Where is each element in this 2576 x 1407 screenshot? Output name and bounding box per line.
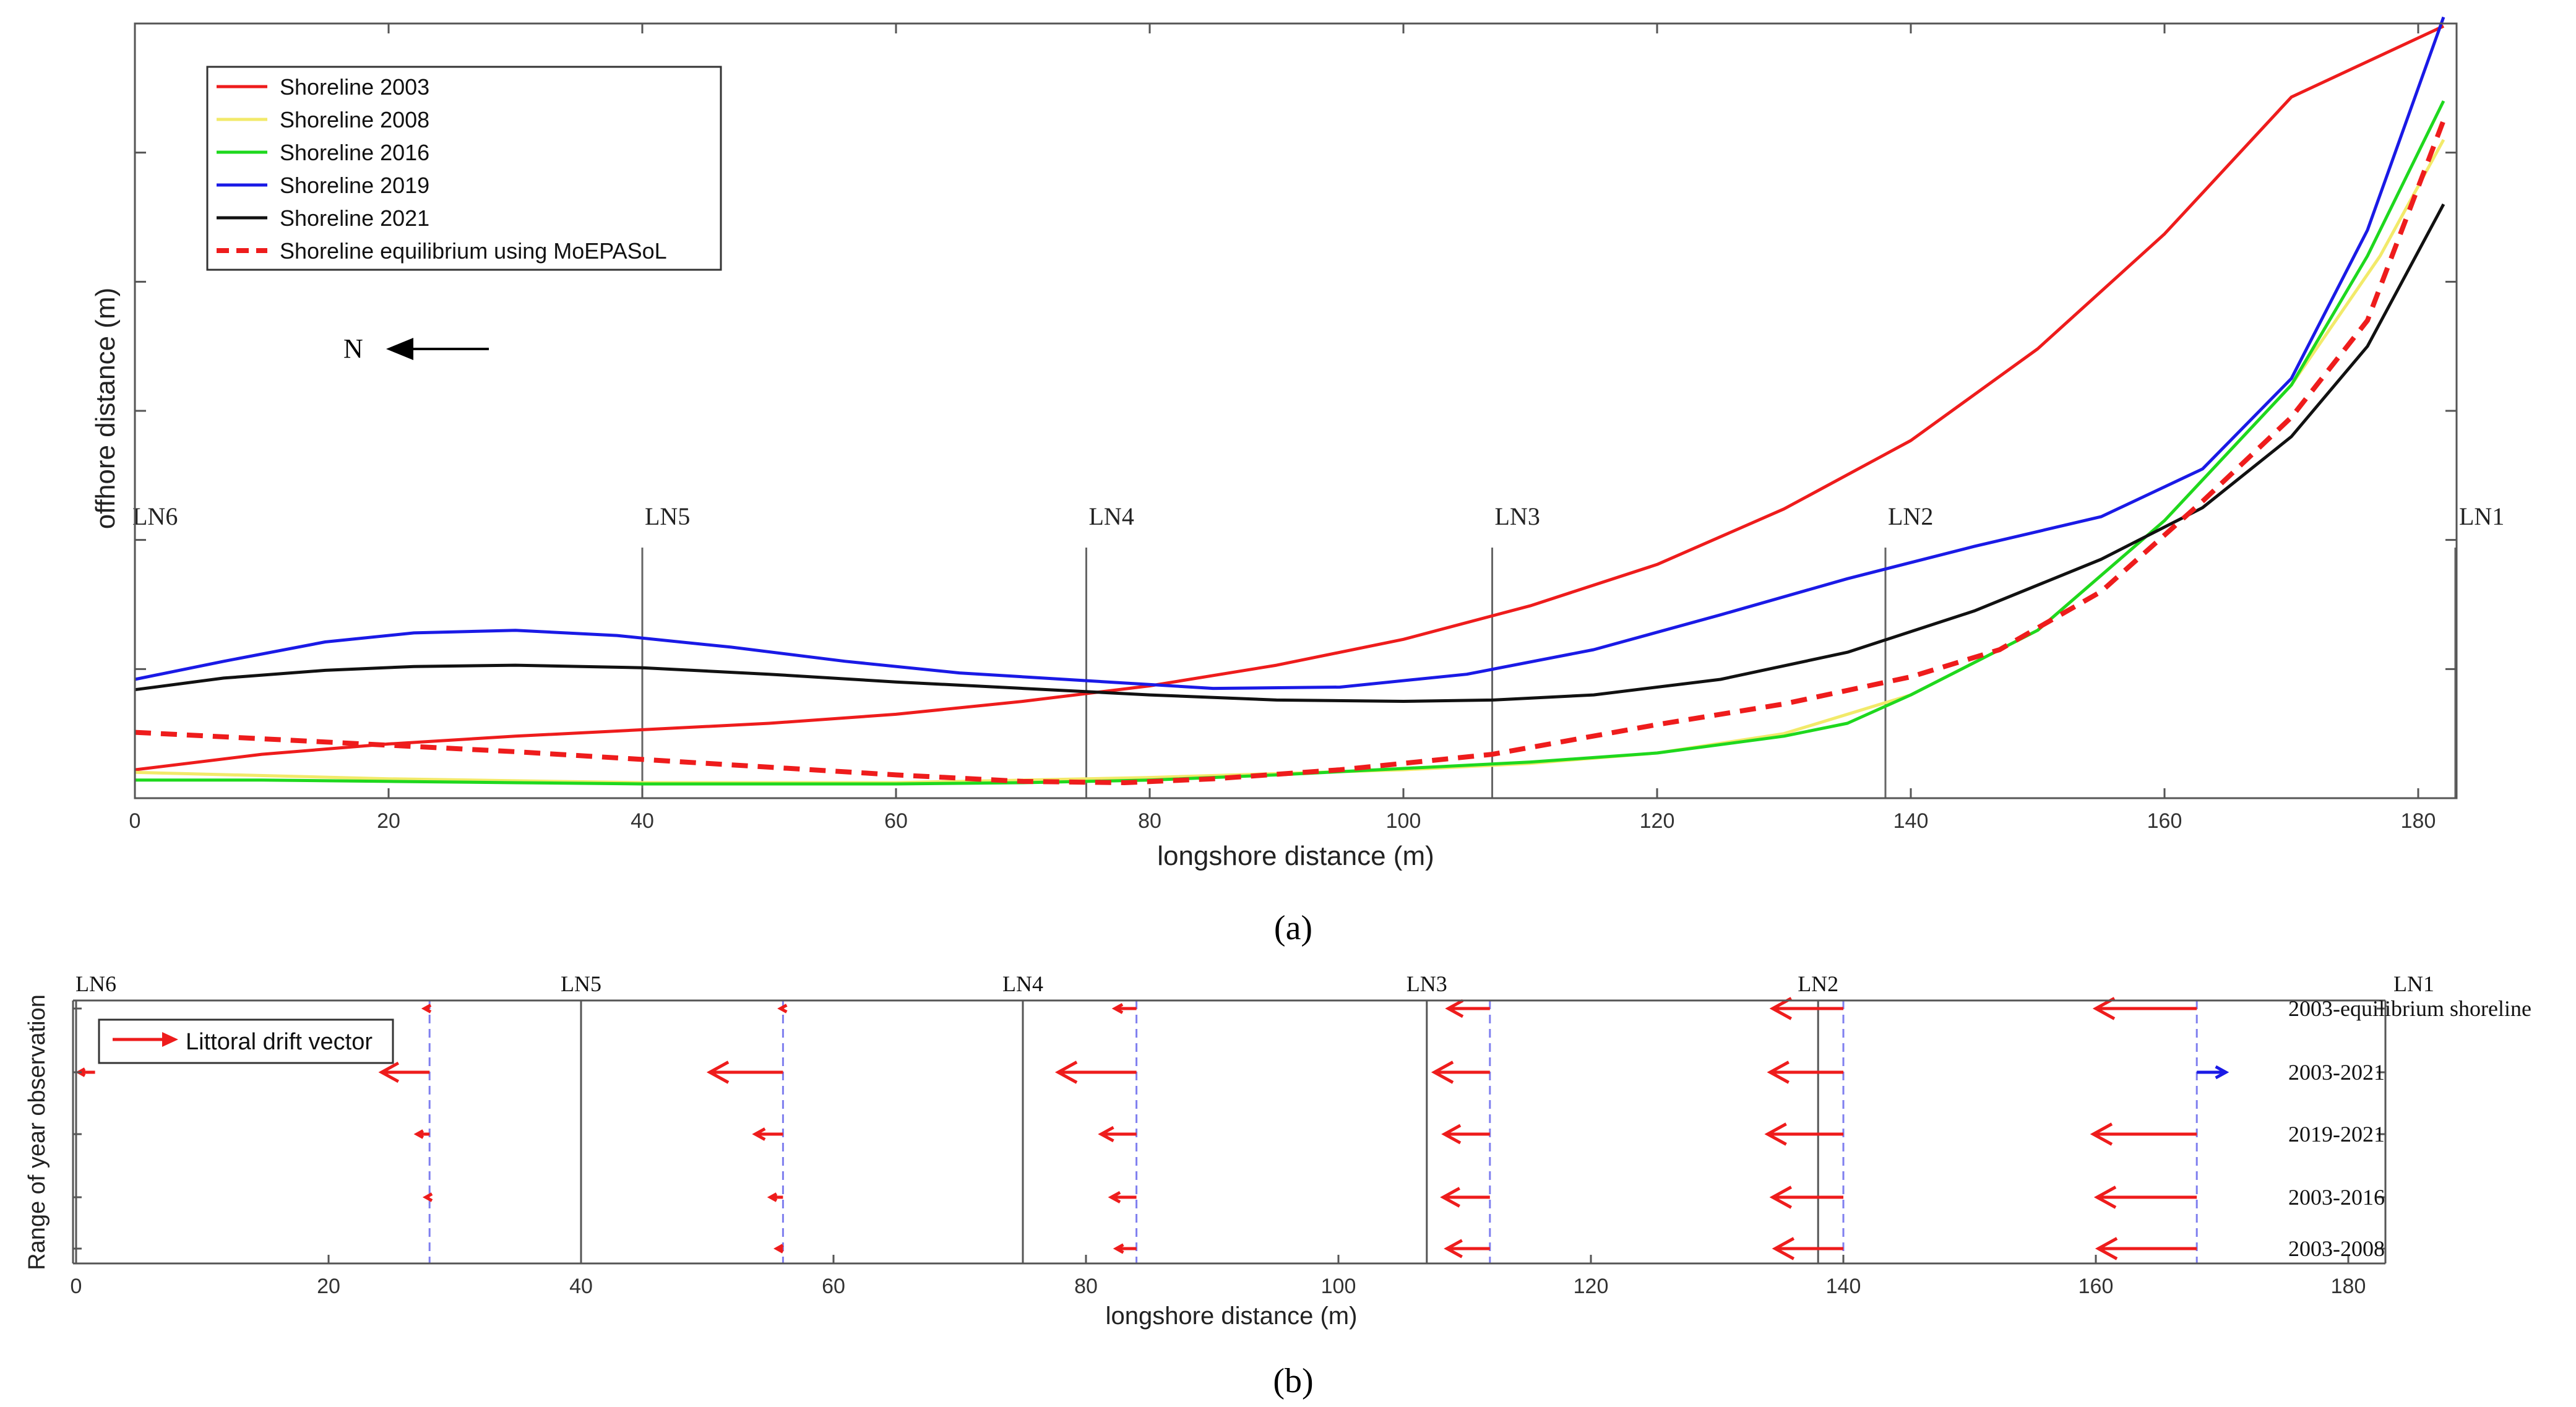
x-tick-label-40: 40	[631, 809, 654, 833]
legend-label-shoreline-2021: Shoreline 2021	[280, 205, 429, 231]
b-x-tick-label-20: 20	[317, 1275, 340, 1298]
drift-vector-row1-x56	[706, 1061, 783, 1084]
drift-vector-row2-x112	[1441, 1124, 1490, 1145]
panel-b-caption: (b)	[1273, 1362, 1313, 1400]
b-x-tick-label-100: 100	[1321, 1275, 1356, 1298]
drift-vector-row1-x168	[2197, 1065, 2229, 1080]
north-label: N	[343, 333, 363, 364]
drift-vector-row1-x84	[1054, 1061, 1137, 1084]
series-shoreline-2016	[135, 100, 2445, 786]
drift-vector-row1-x112	[1431, 1061, 1490, 1084]
legend-label-shoreline-2003: Shoreline 2003	[280, 74, 429, 100]
row-label-2003-2008: 2003-2008	[2288, 1236, 2385, 1261]
drift-vector-row3-x112	[1440, 1187, 1490, 1208]
series-shoreline-2003	[134, 24, 2445, 772]
panel-b-chart: LN6 LN5 LN4 LN3 LN2 LN1 0 20 40 60 80 100 120 140 160…	[24, 971, 2531, 1330]
drift-vector-row3-x84	[1108, 1190, 1137, 1204]
profile-label-ln2: LN2	[1888, 502, 1933, 530]
panel-b-legend-label: Littoral drift vector	[186, 1029, 373, 1055]
b-x-tick-label-80: 80	[1074, 1275, 1098, 1298]
legend-label-shoreline-2008: Shoreline 2008	[280, 107, 429, 132]
b-profile-label-ln1: LN1	[2393, 971, 2434, 996]
drift-vector-row0-x28	[421, 1004, 432, 1013]
drift-vector-row3-x168	[2093, 1185, 2197, 1209]
series-shoreline-equilibrium-using-moepasol	[134, 119, 2446, 785]
x-tick-label-60: 60	[884, 809, 908, 833]
x-tick-label-20: 20	[377, 809, 400, 833]
series-shoreline-2019	[134, 16, 2445, 691]
b-profile-label-ln5: LN5	[561, 971, 601, 996]
panel-a-caption: (a)	[1274, 909, 1312, 947]
b-profile-label-ln2: LN2	[1798, 971, 1838, 996]
drift-vector-row4-x84	[1113, 1243, 1137, 1254]
drift-vector-row0-x56	[777, 1004, 788, 1013]
b-profile-label-ln4: LN4	[1002, 971, 1043, 996]
drift-vector-row4-x140	[1772, 1237, 1843, 1260]
legend-label-shoreline-2019: Shoreline 2019	[280, 173, 429, 198]
x-tick-label-120: 120	[1640, 809, 1675, 833]
row-label-2003-2021: 2003-2021	[2288, 1060, 2385, 1085]
drift-vector-row3-x140	[1769, 1185, 1843, 1209]
legend-label-shoreline-2016: Shoreline 2016	[280, 140, 429, 165]
b-profile-label-ln6: LN6	[75, 971, 116, 996]
x-tick-label-160: 160	[2147, 809, 2182, 833]
legend-arrow-icon	[162, 1032, 178, 1047]
drift-vector-row0-x112	[1445, 999, 1490, 1018]
drift-vector-row4-x168	[2095, 1237, 2197, 1260]
b-x-tick-label-180: 180	[2331, 1275, 2366, 1298]
b-x-tick-label-160: 160	[2078, 1275, 2114, 1298]
drift-vector-row4-x112	[1444, 1239, 1490, 1259]
panel-a-legend: Shoreline 2003 Shoreline 2008 Shoreline 20…	[206, 66, 722, 271]
drift-vector-row0-x168	[2092, 997, 2197, 1020]
row-label-2003-equilibrium-shoreline: 2003-equilibrium shoreline	[2288, 996, 2531, 1021]
north-arrow: N	[343, 333, 489, 364]
x-tick-label-180: 180	[2401, 809, 2436, 833]
panel-b-legend: Littoral drift vector	[98, 1018, 394, 1064]
legend-label-shoreline-equilibrium-using-moepasol: Shoreline equilibrium using MoEPASoL	[280, 238, 667, 264]
drift-vector-row4-x56	[773, 1244, 784, 1254]
drift-vector-row0-x140	[1769, 997, 1843, 1020]
drift-vector-row2-x140	[1764, 1122, 1843, 1146]
row-label-2003-2016: 2003-2016	[2288, 1185, 2385, 1210]
panel-b-xlabel: longshore distance (m)	[1106, 1302, 1358, 1330]
x-tick-label-100: 100	[1386, 809, 1421, 833]
drift-vector-row0-x84	[1111, 1003, 1137, 1014]
b-x-tick-label-140: 140	[1826, 1275, 1861, 1298]
panel-a-chart: LN6 LN5 LN4 LN3 LN2 LN1 0 20 40 60 80 100 120 140 160…	[90, 16, 2504, 871]
profile-label-ln3: LN3	[1495, 502, 1540, 530]
profile-label-ln1: LN1	[2459, 502, 2504, 530]
drift-vector-row3-x28	[422, 1192, 433, 1202]
drift-vector-row2-x168	[2090, 1122, 2197, 1146]
drift-vector-row1-x140	[1767, 1061, 1843, 1084]
b-profile-label-ln3: LN3	[1406, 971, 1447, 996]
x-tick-label-0: 0	[129, 809, 141, 833]
panel-b-ylabel: Range of year observation	[24, 994, 50, 1270]
x-tick-label-80: 80	[1138, 809, 1161, 833]
b-x-tick-label-120: 120	[1574, 1275, 1609, 1298]
drift-vector-row3-x56	[767, 1192, 783, 1202]
b-x-tick-label-60: 60	[822, 1275, 845, 1298]
row-label-2019-2021: 2019-2021	[2288, 1122, 2385, 1147]
series-shoreline-2021	[134, 203, 2445, 703]
panel-a-xlabel: longshore distance (m)	[1157, 841, 1434, 871]
drift-vector-row2-x84	[1098, 1125, 1137, 1143]
profile-label-ln6: LN6	[132, 502, 178, 530]
profile-label-ln4: LN4	[1089, 502, 1134, 530]
x-tick-label-140: 140	[1893, 809, 1929, 833]
north-arrow-head-icon	[386, 338, 413, 360]
b-x-tick-label-0: 0	[71, 1275, 82, 1298]
profile-label-ln5: LN5	[645, 502, 690, 530]
b-x-tick-label-40: 40	[569, 1275, 593, 1298]
panel-a-ylabel: offhore distance (m)	[90, 288, 121, 529]
drift-vector-row2-x56	[752, 1127, 783, 1141]
drift-vector-row2-x28	[413, 1129, 430, 1139]
drift-vector-row1-x28	[378, 1061, 430, 1083]
